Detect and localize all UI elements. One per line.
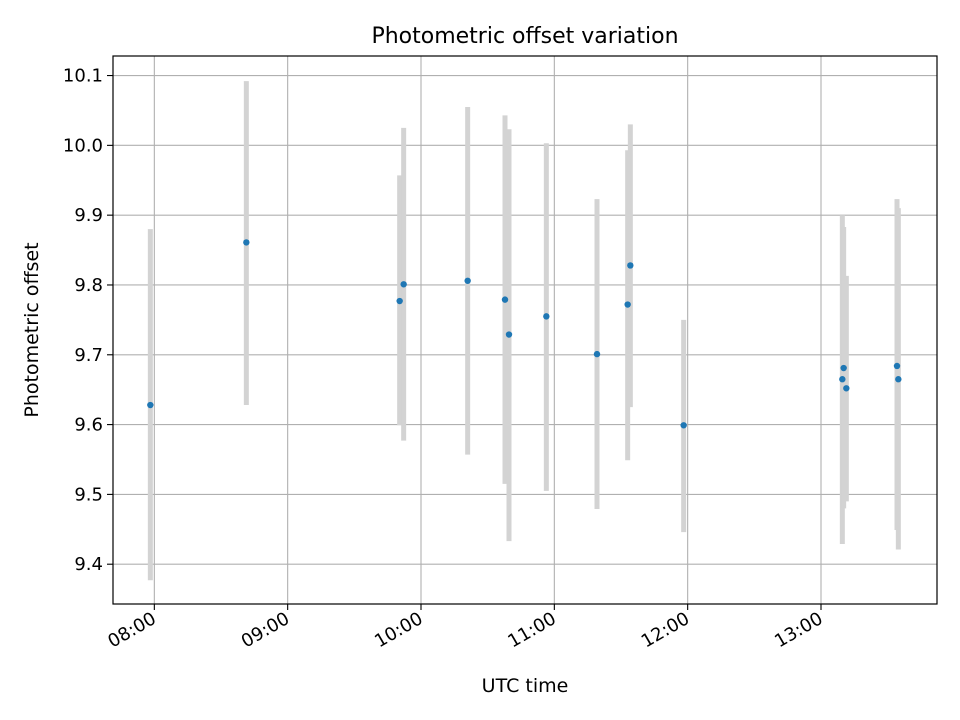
data-point	[543, 313, 550, 320]
data-point	[843, 385, 850, 392]
y-tick-label: 9.8	[74, 275, 103, 296]
data-points	[147, 239, 902, 429]
data-point	[627, 262, 634, 269]
chart-title: Photometric offset variation	[371, 24, 678, 49]
data-point	[505, 331, 513, 338]
plot-frame	[112, 55, 938, 605]
data-point	[680, 422, 687, 429]
data-point	[464, 277, 471, 284]
y-axis-label: Photometric offset	[21, 242, 43, 417]
y-tick-label: 10.0	[63, 135, 103, 156]
grid	[113, 56, 937, 604]
data-point	[147, 401, 154, 409]
x-axis-label: UTC time	[482, 675, 569, 697]
data-point	[501, 296, 509, 303]
data-point	[840, 364, 847, 372]
y-tick-label: 9.4	[74, 554, 103, 575]
data-point	[895, 376, 902, 383]
y-tick-label: 9.6	[74, 415, 103, 436]
data-point	[400, 281, 407, 288]
data-point	[839, 376, 846, 383]
y-tick-label: 9.5	[74, 484, 103, 505]
y-tick-label: 9.9	[74, 205, 103, 226]
data-point	[243, 239, 250, 246]
data-point	[893, 362, 901, 370]
data-point	[593, 350, 601, 358]
y-tick-label: 9.7	[74, 345, 103, 366]
y-tick-label: 10.1	[63, 66, 103, 87]
data-point	[396, 297, 403, 305]
data-point	[624, 301, 631, 308]
